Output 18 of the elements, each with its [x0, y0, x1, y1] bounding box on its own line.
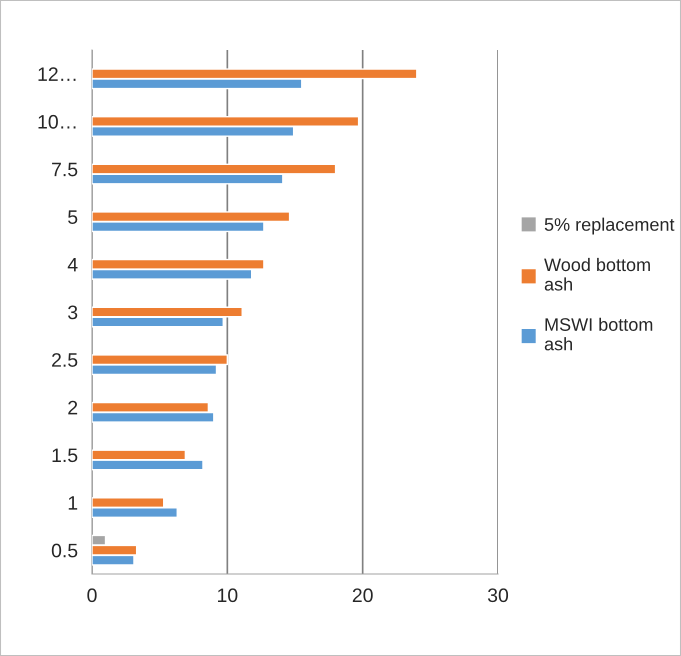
y-tick-label: 7.5 [52, 162, 78, 176]
x-tick-label: 30 [488, 588, 508, 602]
legend-label: Wood bottom ash [544, 258, 650, 291]
y-tick-label: 3 [68, 305, 78, 320]
y-tick-label: 2.5 [52, 353, 78, 367]
y-tick-label: 10… [38, 114, 76, 129]
y-tick-label: 1 [68, 496, 78, 510]
y-tick-label: 1.5 [52, 448, 78, 462]
legend-label: MSWI bottom ash [544, 318, 652, 350]
y-tick-label: 2 [68, 400, 78, 414]
x-tick-label: 20 [352, 588, 373, 602]
y-tick-label: 4 [68, 258, 78, 272]
x-tick-label: 10 [218, 588, 238, 602]
y-tick-label: 12… [38, 67, 76, 81]
x-tick-label: 0 [87, 588, 97, 602]
y-tick-label: 5 [68, 210, 78, 224]
y-tick-label: 0.5 [52, 544, 78, 558]
legend-label: 5% replacement [544, 218, 674, 234]
